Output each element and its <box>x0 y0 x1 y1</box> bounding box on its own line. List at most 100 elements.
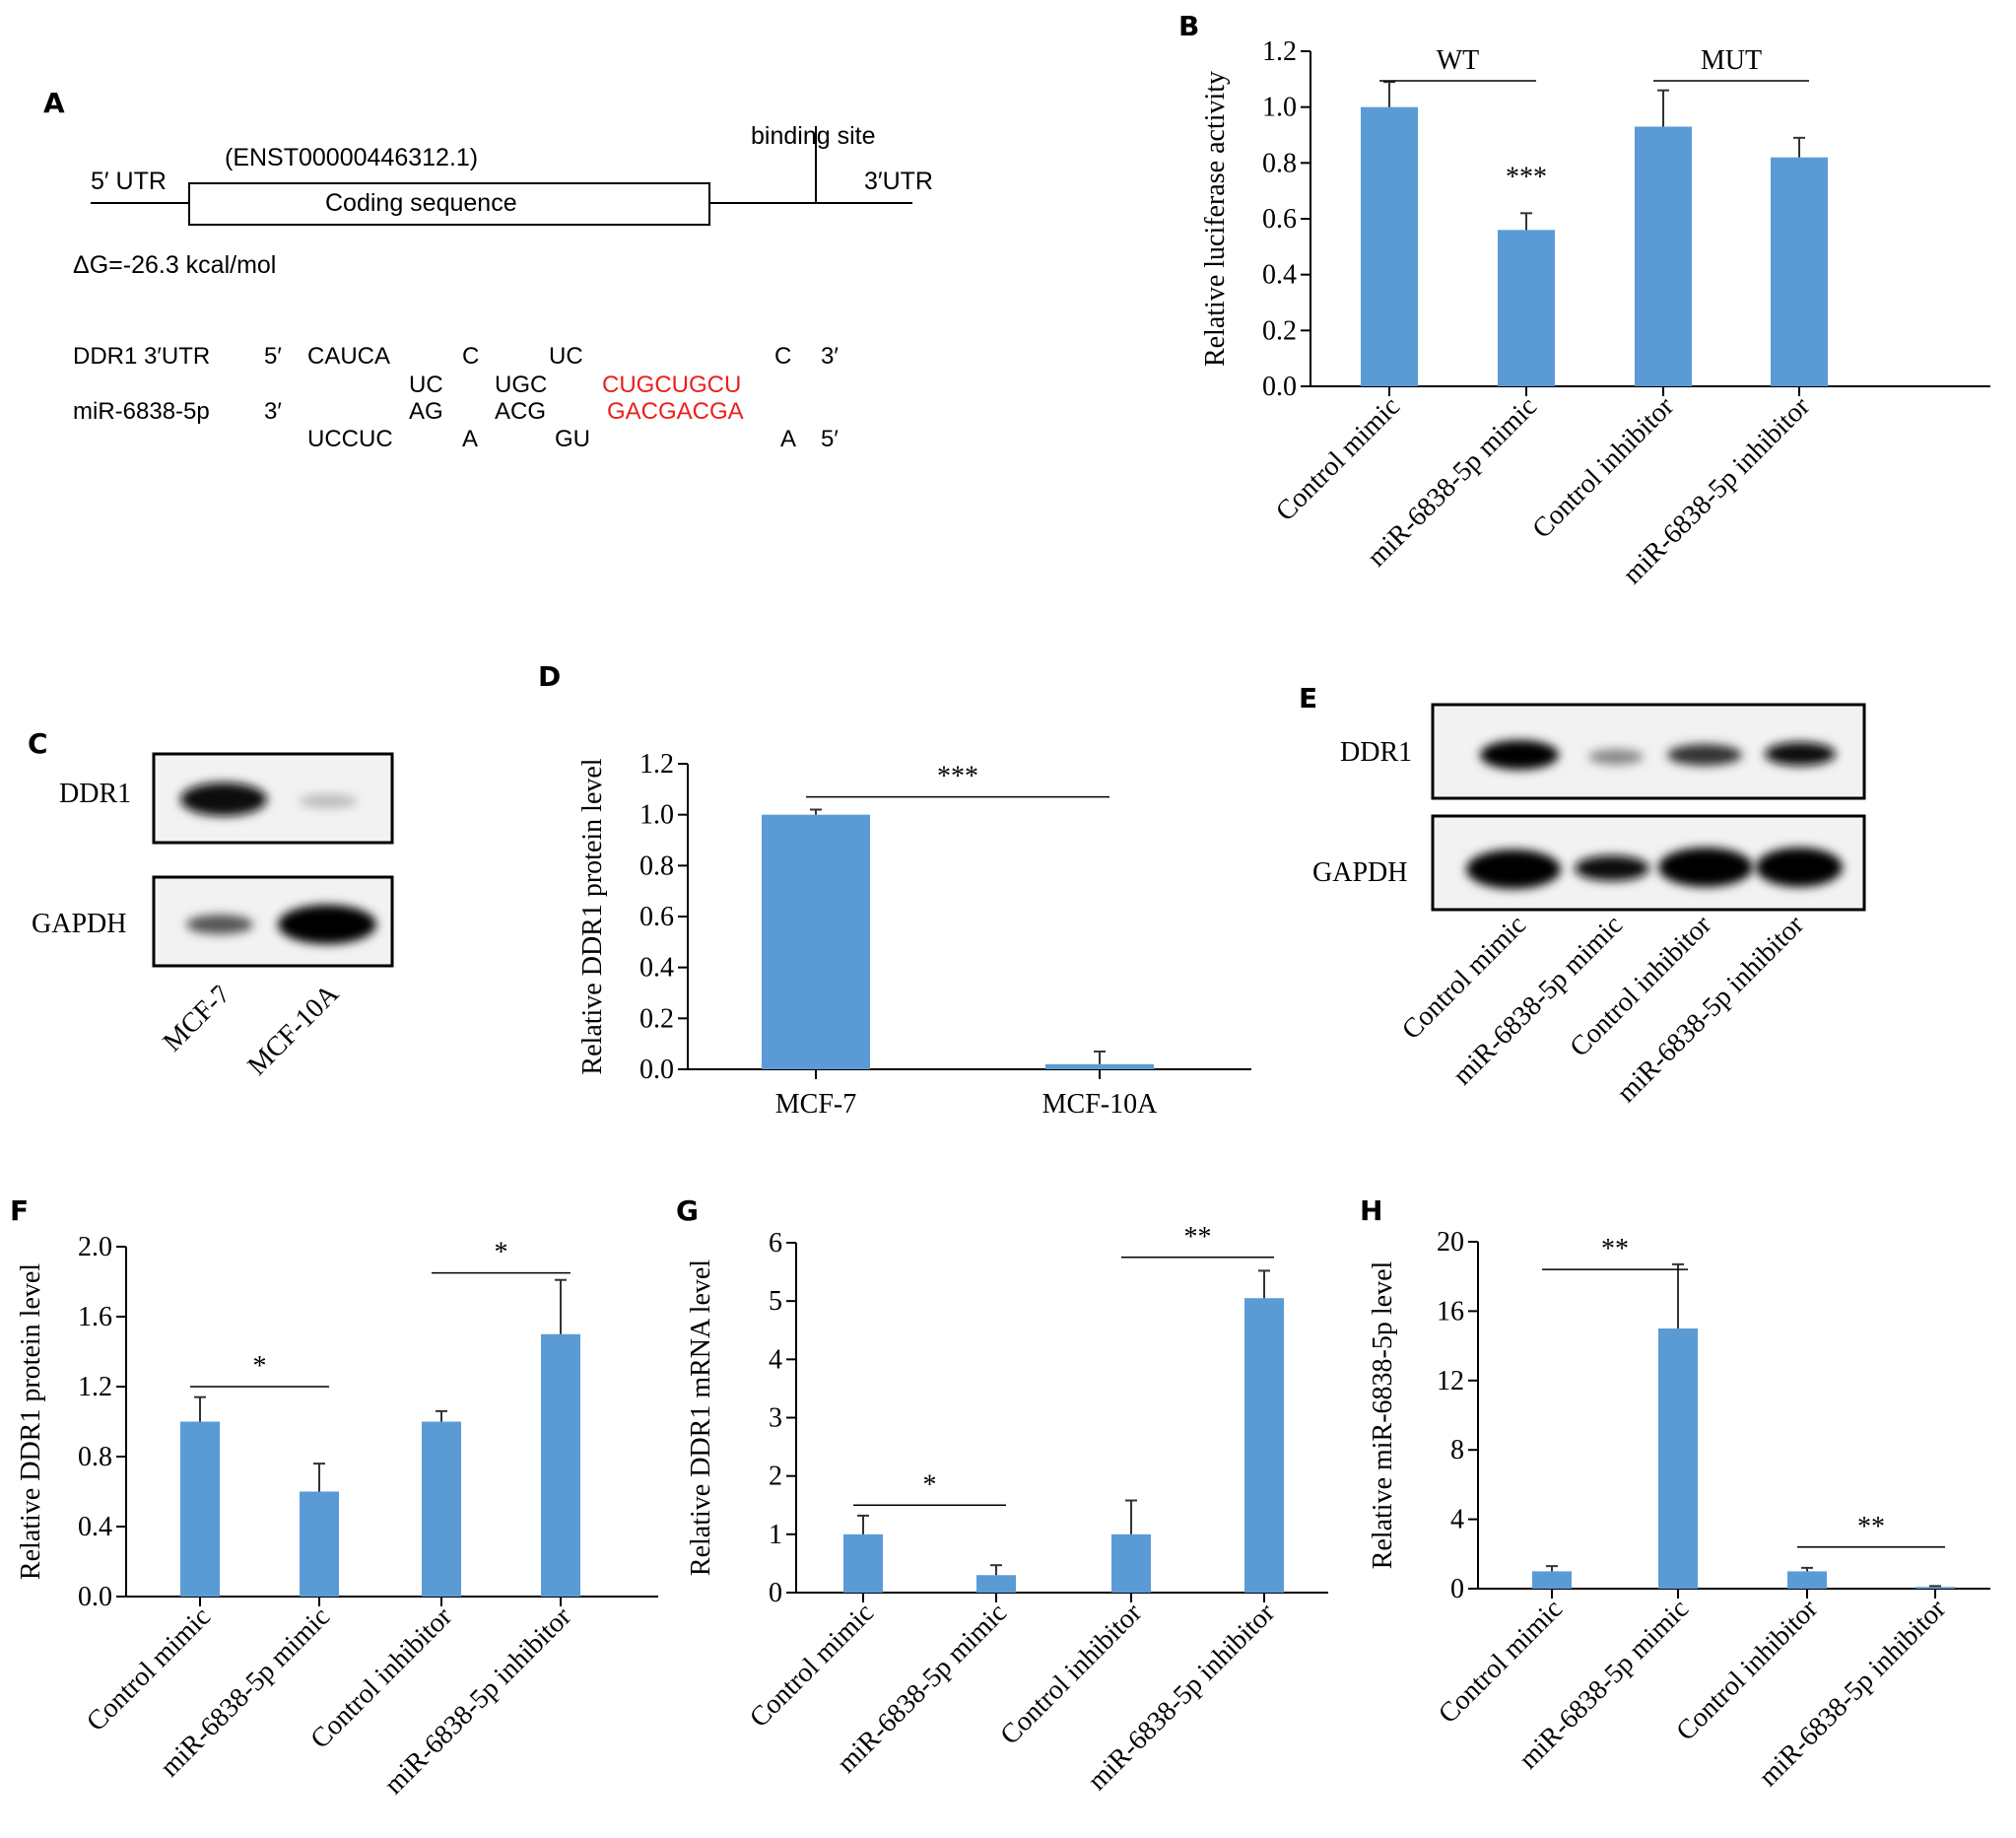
blot-c-gapdh-band-mcf7 <box>186 915 253 934</box>
chart-h-bracket-label: ** <box>1857 1512 1885 1542</box>
chart-h-y-label: Relative miR-6838-5p level <box>1368 1260 1398 1569</box>
panel-d-letter: D <box>538 660 562 693</box>
chart-g-ddr1-mrna: 0 1 2 3 4 5 6 Relative DDR1 mRNA level Control m… <box>686 1222 1328 1797</box>
chart-f-bracket-label: * <box>495 1238 508 1268</box>
chart-d-y-tick-label: 0.6 <box>639 902 674 932</box>
panel-e-letter: E <box>1299 682 1318 715</box>
blot-c-row-gapdh: GAPDH <box>32 909 127 939</box>
chart-g-bar <box>976 1575 1016 1593</box>
seed-bottom: GACGACGA <box>607 398 744 425</box>
chart-h-bar <box>1787 1571 1827 1589</box>
gene-structure-diagram <box>91 126 912 226</box>
chart-f-y-tick-label: 1.6 <box>78 1302 112 1332</box>
chart-b-y-tick-label: 0.4 <box>1262 260 1297 291</box>
blot-c-row-ddr1: DDR1 <box>59 779 132 809</box>
blot-c-lane-mcf10a: MCF-10A <box>242 986 346 1081</box>
chart-f-x-tick-label: Control mimic <box>81 1601 217 1737</box>
chart-f-y-label: Relative DDR1 protein level <box>16 1263 46 1580</box>
panel-h-letter: H <box>1360 1194 1383 1227</box>
chart-b-bar <box>1498 230 1555 386</box>
chart-f-bar <box>300 1491 339 1597</box>
chart-d-bar <box>1045 1063 1154 1069</box>
blot-e-ddr1-band-4 <box>1765 742 1836 766</box>
bot-paired-1: AG <box>409 398 443 425</box>
chart-d-bracket-label: *** <box>937 762 978 792</box>
chart-d-y-tick-label: 0.4 <box>639 953 674 984</box>
chart-b-annotation: *** <box>1506 162 1547 192</box>
seed-top: CUGCUGCU <box>602 372 742 398</box>
chart-h-bar <box>1532 1571 1572 1589</box>
top-paired-1: UC <box>409 372 443 398</box>
chart-g-x-tick-label: Control inhibitor <box>994 1598 1148 1751</box>
panel-g-letter: G <box>676 1194 699 1227</box>
chart-b-bracket-label: WT <box>1437 45 1480 76</box>
chart-b-bar <box>1635 126 1692 386</box>
chart-b-y-label: Relative luciferase activity <box>1200 71 1231 367</box>
chart-d-x-tick-label: MCF-7 <box>775 1089 856 1120</box>
ddr1-5prime: 5′ <box>264 343 282 370</box>
chart-b-bar <box>1361 106 1418 387</box>
chart-b-y-tick-label: 1.0 <box>1262 93 1297 123</box>
bot-unpaired-2: A <box>462 426 479 452</box>
blot-c-lane-labels: MCF-7 MCF-10A <box>158 986 346 1081</box>
chart-h-y-tick-label: 8 <box>1450 1435 1464 1465</box>
top-unpaired-2: C <box>462 343 480 370</box>
blot-e-gapdh-band-4 <box>1756 848 1843 887</box>
chart-g-bar <box>1111 1533 1151 1593</box>
chart-f-y-tick-label: 0.0 <box>78 1582 112 1612</box>
chart-f-bar <box>180 1421 220 1597</box>
chart-b-y-tick-label: 1.2 <box>1262 36 1297 67</box>
top-unpaired-3: UC <box>549 343 583 370</box>
chart-d-y-tick-label: 0.2 <box>639 1003 674 1034</box>
panel-b-letter: B <box>1178 10 1200 42</box>
chart-d-bar <box>762 814 870 1069</box>
chart-f-y-tick-label: 1.2 <box>78 1372 112 1402</box>
chart-d-ddr1-protein: 0.0 0.2 0.4 0.6 0.8 1.0 1.2 Relative DDR1 prote… <box>577 749 1251 1120</box>
panel-a-letter: A <box>43 87 65 119</box>
bot-paired-2: ACG <box>495 398 547 425</box>
blot-e-gapdh-band-1 <box>1466 850 1561 889</box>
blot-e-ddr1-band-3 <box>1667 744 1742 766</box>
chart-f-y-tick-label: 0.8 <box>78 1442 112 1472</box>
chart-d-y-tick-label: 0.8 <box>639 851 674 881</box>
chart-g-y-label: Relative DDR1 mRNA level <box>686 1259 716 1576</box>
blot-e-lane-2: miR-6838-5p mimic <box>1447 910 1629 1091</box>
blot-c-gapdh-band-mcf10a <box>278 905 376 944</box>
chart-b-y-tick-label: 0.0 <box>1262 372 1297 402</box>
chart-b-x-tick-label: Control inhibitor <box>1526 391 1680 545</box>
blot-e-ddr1-band-2 <box>1588 749 1644 765</box>
ddr1-utr-label: DDR1 3′UTR <box>73 343 211 370</box>
mir-3prime: 3′ <box>264 398 282 425</box>
chart-f-y-tick-label: 2.0 <box>78 1232 112 1262</box>
chart-g-y-tick-label: 2 <box>769 1462 782 1492</box>
binding-site-label: binding site <box>751 122 876 150</box>
mir-label: miR-6838-5p <box>73 398 210 425</box>
chart-b-luciferase: 0.0 0.2 0.4 0.6 0.8 1.0 1.2 Relative luciferase… <box>1200 36 1990 590</box>
blot-c-lane-mcf7: MCF-7 <box>158 986 236 1057</box>
cds-label: Coding sequence <box>325 189 517 217</box>
chart-g-bar <box>1244 1298 1284 1593</box>
top-paired-2: UGC <box>495 372 548 398</box>
panel-f-letter: F <box>10 1194 30 1227</box>
bot-unpaired-4: A <box>780 426 797 452</box>
bot-unpaired-3: GU <box>555 426 590 452</box>
chart-d-y-tick-label: 0.0 <box>639 1055 674 1085</box>
top-unpaired-4: C <box>774 343 792 370</box>
end-3prime: 3′ <box>821 343 839 370</box>
blot-e-row-gapdh: GAPDH <box>1312 857 1408 888</box>
blot-e-lane-labels: Control mimic miR-6838-5p mimic Control … <box>1396 910 1810 1109</box>
chart-b-y-tick-label: 0.8 <box>1262 148 1297 178</box>
chart-g-bracket-label: ** <box>1184 1222 1212 1253</box>
top-unpaired-1: CAUCA <box>307 343 391 370</box>
chart-b-y-tick-label: 0.6 <box>1262 204 1297 235</box>
chart-h-bracket-label: ** <box>1601 1234 1629 1264</box>
panel-c-letter: C <box>28 727 48 760</box>
blot-c-ddr1-band-mcf10a <box>299 794 358 808</box>
blot-e-gapdh-band-2 <box>1575 855 1649 881</box>
chart-g-y-tick-label: 3 <box>769 1403 782 1434</box>
chart-g-y-tick-label: 6 <box>769 1228 782 1259</box>
blot-e-row-ddr1: DDR1 <box>1340 737 1413 768</box>
chart-f-y-tick-label: 0.4 <box>78 1512 112 1542</box>
delta-g-label: ΔG=-26.3 kcal/mol <box>73 251 277 279</box>
chart-g-bar <box>843 1533 883 1593</box>
